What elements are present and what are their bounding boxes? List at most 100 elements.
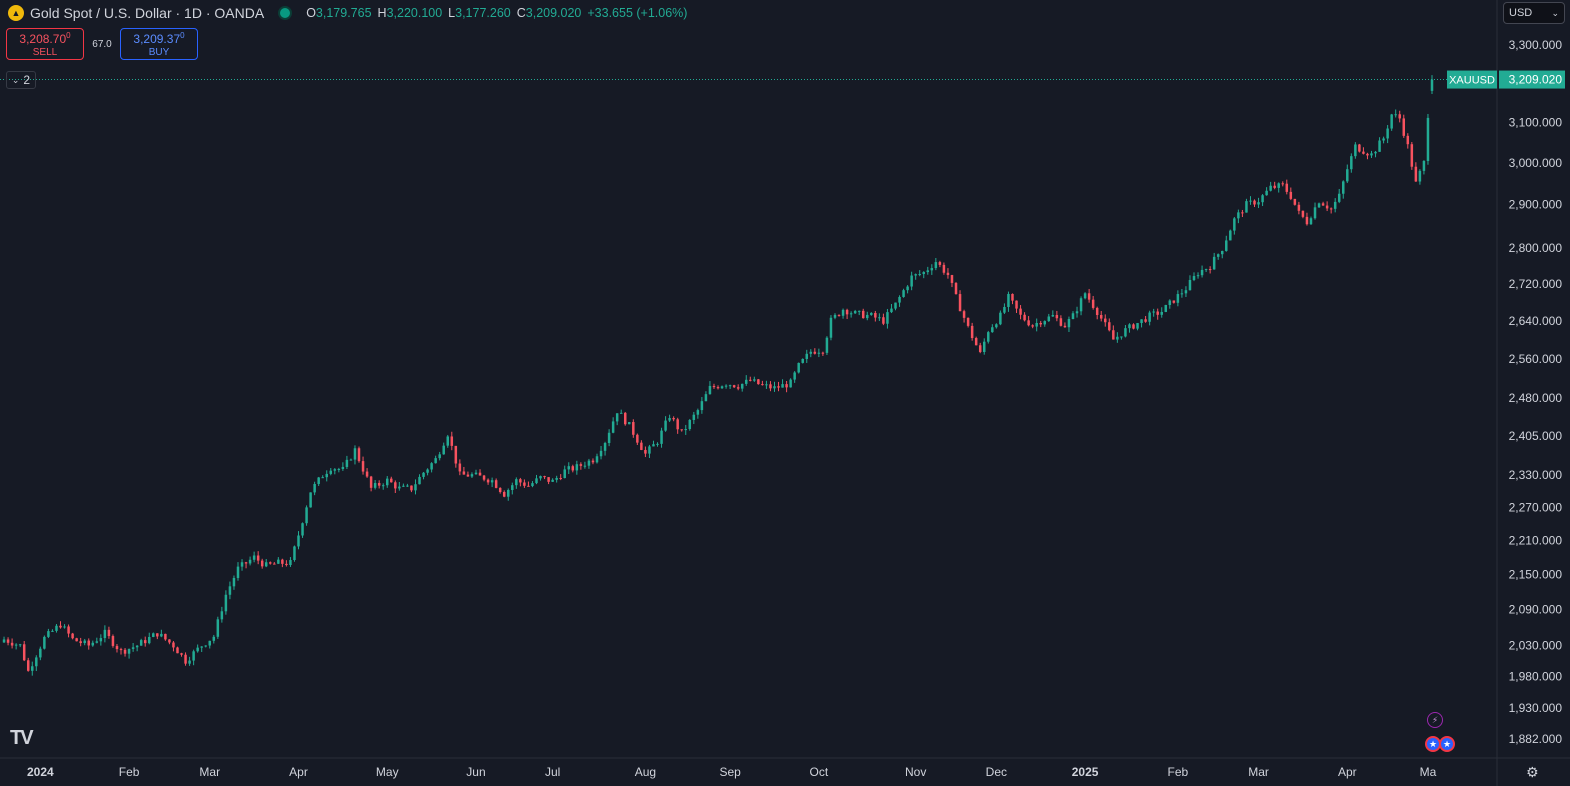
settings-icon[interactable]: ⚙ <box>1526 764 1539 780</box>
time-axis[interactable]: 2024 Feb Mar Apr May Jun Jul Aug Sep Oct Nov Dec 202… <box>27 765 1437 779</box>
candle-body <box>1301 210 1305 217</box>
symbol-tag-label: XAUUSD <box>1449 75 1495 87</box>
candle-body <box>603 442 607 451</box>
candle-body <box>982 341 986 352</box>
candle-body <box>297 535 300 547</box>
candle <box>14 643 18 650</box>
candle-body <box>539 476 542 479</box>
candle-body <box>454 445 458 464</box>
candle-body <box>607 432 611 443</box>
candle-series <box>2 75 1434 676</box>
indicator-count: 2 <box>23 73 31 87</box>
candle <box>184 652 187 666</box>
candle-body <box>349 459 353 461</box>
candle <box>91 640 95 647</box>
candle-body <box>1342 181 1345 194</box>
candle <box>414 479 417 495</box>
flash-event-icon[interactable]: ⚡ <box>1427 712 1443 728</box>
candle-body <box>438 454 441 459</box>
candle <box>353 445 357 465</box>
candle <box>648 444 651 459</box>
candle-body <box>244 562 248 564</box>
candle <box>369 475 373 492</box>
candle <box>127 648 131 659</box>
candle-body <box>1051 315 1055 317</box>
chevron-down-icon: ⌄ <box>1551 7 1559 18</box>
candle <box>853 309 857 314</box>
candle <box>1216 253 1220 260</box>
candle-body <box>390 478 393 483</box>
price-tick-label: 2,720.000 <box>1509 277 1563 291</box>
sell-button[interactable]: 3,208.700 SELL <box>6 28 84 60</box>
currency-select[interactable]: USD ⌄ <box>1503 2 1565 24</box>
candle-body <box>1212 256 1216 270</box>
candle <box>1108 318 1111 332</box>
candle-body <box>745 379 748 384</box>
candle-body <box>543 476 546 478</box>
candle <box>168 639 171 645</box>
symbol-tag <box>1447 70 1497 89</box>
candle <box>660 427 663 448</box>
price-tick-label: 2,480.000 <box>1509 391 1563 405</box>
symbol-title[interactable]: Gold Spot / U.S. Dollar · 1D · OANDA <box>30 5 265 21</box>
candle-body <box>757 379 760 385</box>
time-tick-label: Feb <box>119 765 140 779</box>
candle <box>260 558 264 569</box>
candle <box>1063 322 1067 328</box>
candle <box>1337 188 1341 204</box>
candle <box>22 641 26 662</box>
candle-body <box>168 639 171 643</box>
time-tick-label: Feb <box>1168 765 1189 779</box>
candle <box>454 445 458 468</box>
candle <box>1176 290 1180 307</box>
candle-body <box>777 386 780 388</box>
candle <box>882 313 885 326</box>
candle <box>192 649 195 666</box>
candle <box>720 385 724 389</box>
candle <box>987 330 990 344</box>
low-label: L <box>448 6 456 20</box>
candle <box>1301 210 1305 219</box>
candle <box>1083 292 1087 300</box>
candle <box>555 475 558 483</box>
candle-body <box>995 324 998 328</box>
candle <box>1212 252 1216 270</box>
candle <box>188 656 191 666</box>
candle-body <box>507 489 510 497</box>
candle <box>1406 133 1410 149</box>
price-axis[interactable]: 3,300.000 3,100.000 3,000.000 2,900.000 2,80… <box>1509 38 1563 746</box>
spread-value: 67.0 <box>92 38 112 50</box>
candle-body <box>216 619 220 637</box>
candle-body <box>833 314 837 318</box>
candle <box>531 481 534 488</box>
candle <box>1265 187 1268 196</box>
candle <box>55 624 58 633</box>
close-label: C <box>516 6 526 20</box>
candle <box>373 480 377 490</box>
candle-body <box>1269 185 1272 191</box>
candle-body <box>1132 324 1135 329</box>
candle <box>148 632 151 645</box>
candle <box>898 295 901 307</box>
candle <box>402 483 405 487</box>
candle <box>18 643 22 648</box>
symbol-legend[interactable]: ▲ Gold Spot / U.S. Dollar · 1D · OANDA O… <box>8 3 687 23</box>
candle-body <box>1249 200 1252 202</box>
us-flag-event-icon[interactable]: ★ <box>1439 736 1455 752</box>
candle-body <box>974 338 978 346</box>
candle-body <box>1172 300 1176 303</box>
time-tick-label: Mar <box>199 765 220 779</box>
candle <box>269 561 272 565</box>
candle-body <box>1374 151 1377 154</box>
candle <box>337 467 341 473</box>
candle-body <box>1386 128 1389 139</box>
candle-body <box>728 385 732 387</box>
candle <box>1261 194 1264 207</box>
low-value: 3,177.260 <box>455 6 511 20</box>
tradingview-logo[interactable]: TV <box>10 727 34 749</box>
candle <box>914 273 917 280</box>
candle <box>1402 114 1406 138</box>
collapse-indicators-button[interactable]: ⌄ 2 <box>6 71 36 89</box>
buy-button[interactable]: 3,209.370 BUY <box>120 28 198 60</box>
